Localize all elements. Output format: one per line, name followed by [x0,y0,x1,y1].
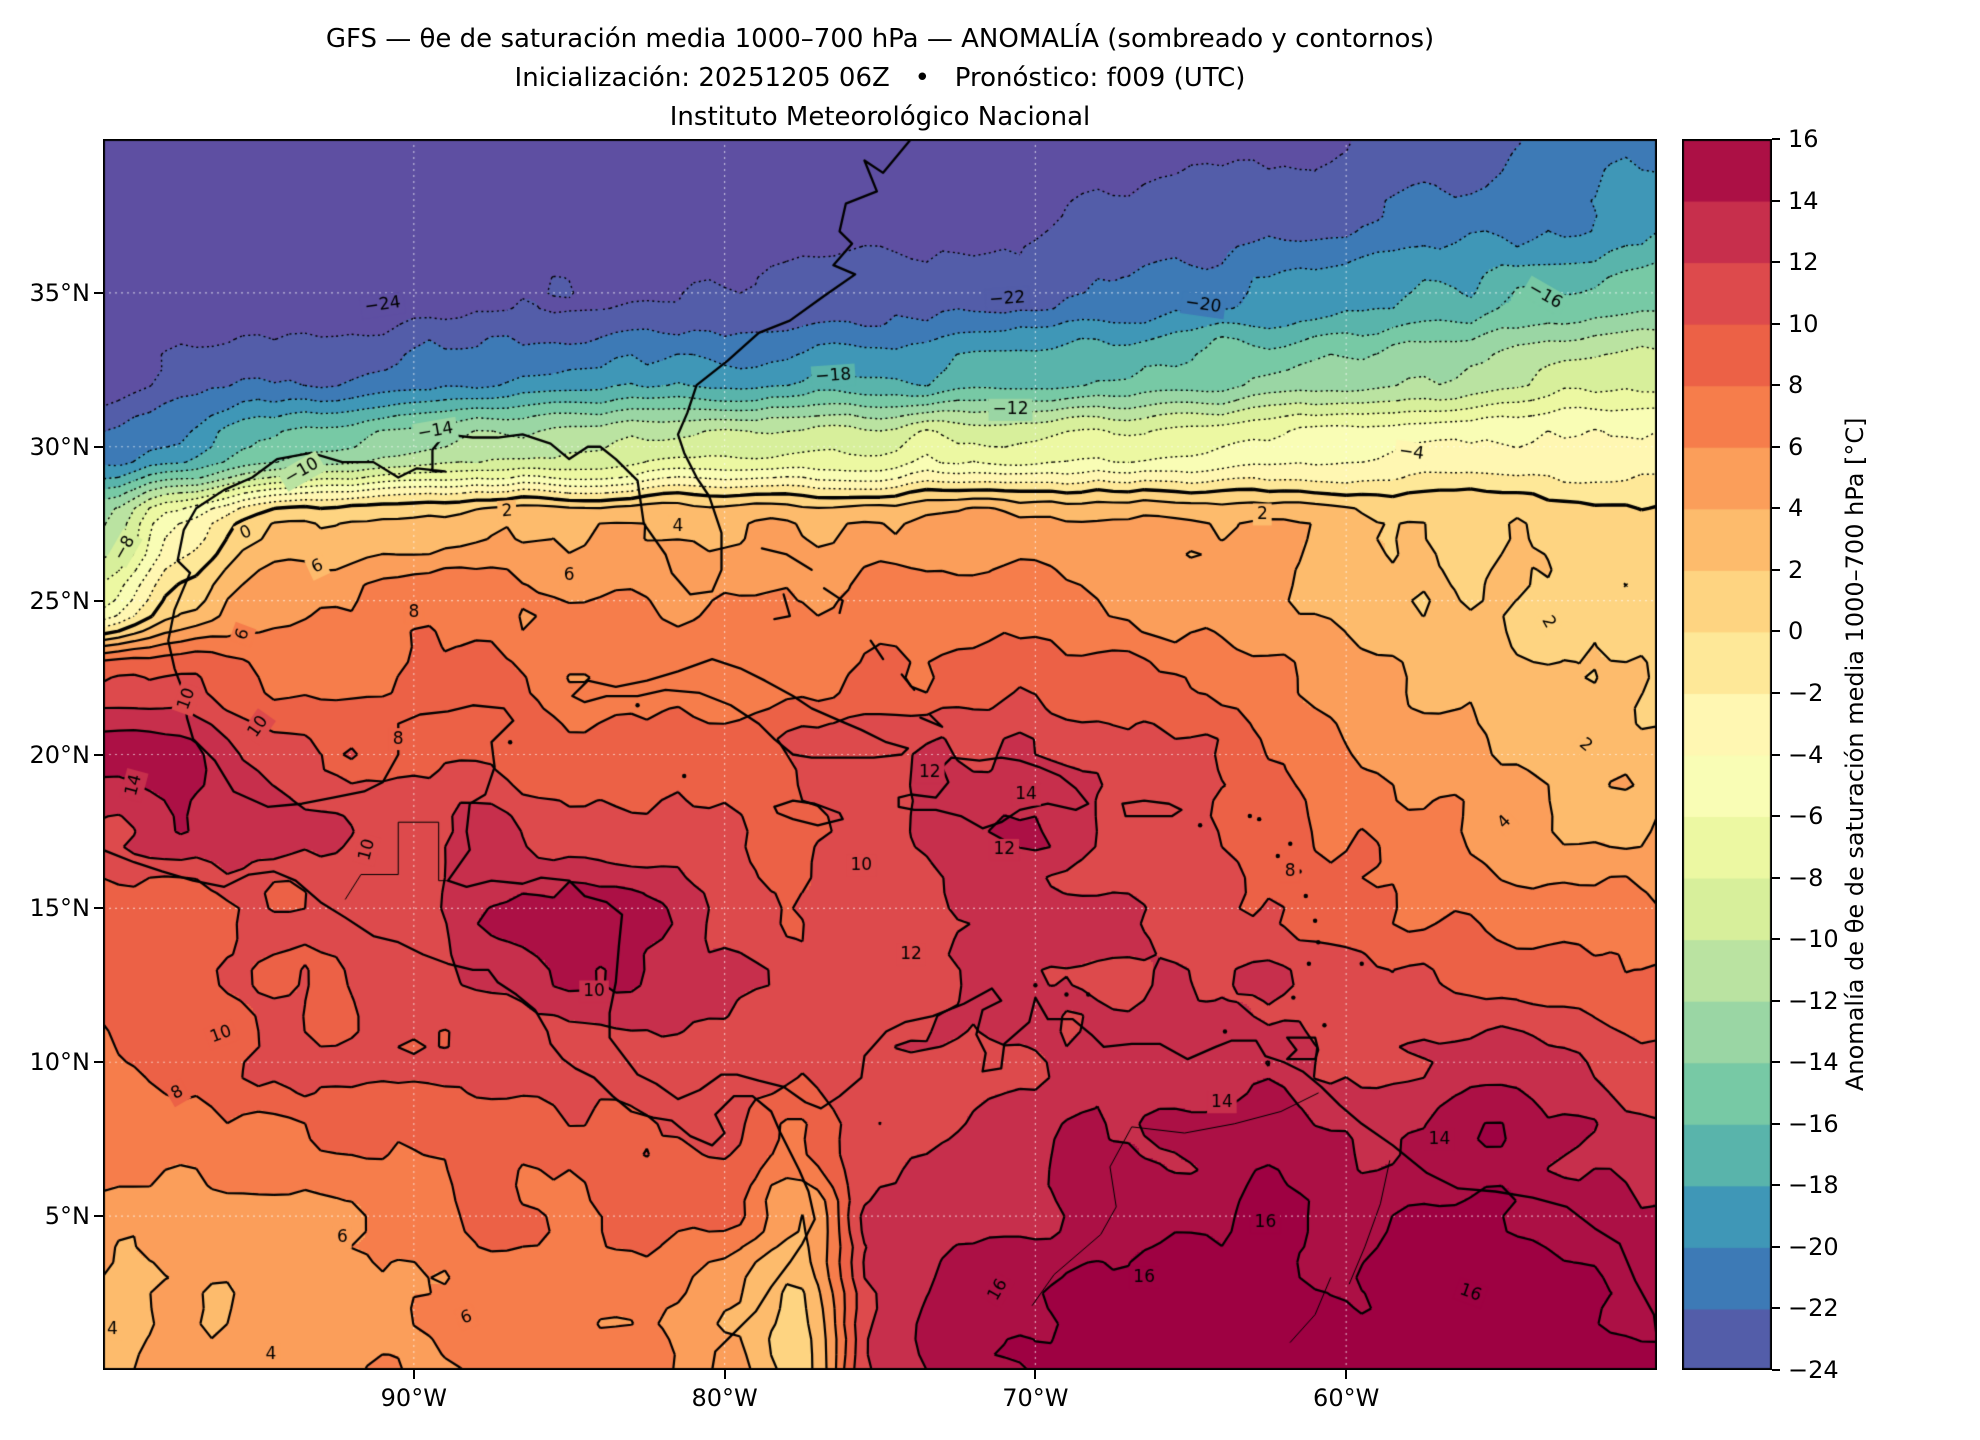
y-tick-label: 5°N [44,1202,90,1231]
colorbar-tick-mark [1772,876,1780,879]
colorbar-tick-label: 14 [1788,186,1819,215]
colorbar-tick-label: −6 [1788,802,1824,831]
colorbar-tick-mark [1772,1122,1780,1125]
y-tick-mark [94,291,103,294]
colorbar-tick-label: 2 [1788,555,1804,584]
colorbar-tick-label: −10 [1788,925,1839,954]
colorbar-tick-mark [1772,507,1780,510]
colorbar-tick-label: 4 [1788,494,1804,523]
colorbar-tick-label: −8 [1788,863,1824,892]
x-tick-label: 60°W [1313,1384,1380,1412]
colorbar-tick-mark [1772,199,1780,202]
x-tick-mark [723,1370,726,1379]
colorbar-tick-label: −14 [1788,1048,1839,1077]
y-tick-label: 30°N [29,432,91,461]
x-tick-mark [1345,1370,1348,1379]
chart-title: GFS — θe de saturación media 1000–700 hP… [325,24,1435,54]
y-tick-mark [94,599,103,602]
y-tick-label: 35°N [29,278,91,307]
colorbar-tick-label: 10 [1788,309,1819,338]
colorbar-tick-mark [1772,568,1780,571]
y-tick-mark [94,1215,103,1218]
colorbar-tick-label: −18 [1788,1171,1839,1200]
y-tick-mark [94,753,103,756]
colorbar-tick-mark [1772,261,1780,264]
colorbar-tick-mark [1772,445,1780,448]
colorbar-tick-mark [1772,1245,1780,1248]
colorbar-tick-mark [1772,753,1780,756]
y-tick-label: 20°N [29,740,91,769]
x-tick-label: 90°W [380,1384,447,1412]
y-tick-mark [94,907,103,910]
colorbar-tick-mark [1772,322,1780,325]
map-plot-canvas [103,139,1657,1370]
colorbar-tick-mark [1772,1307,1780,1310]
colorbar-tick-mark [1772,691,1780,694]
colorbar-tick-label: −4 [1788,740,1824,769]
colorbar-label: Anomalía de θe de saturación media 1000–… [1841,417,1869,1092]
x-tick-mark [412,1370,415,1379]
colorbar-tick-label: 12 [1788,248,1819,277]
colorbar-tick-mark [1772,815,1780,818]
colorbar-tick-label: 16 [1788,125,1819,153]
colorbar-tick-label: −22 [1788,1294,1839,1323]
colorbar-tick-mark [1772,999,1780,1002]
colorbar-tick-mark [1772,1369,1780,1371]
chart-institution: Instituto Meteorológico Nacional [669,102,1091,132]
x-tick-label: 80°W [691,1384,758,1412]
colorbar-tick-label: 8 [1788,371,1804,400]
colorbar-canvas [1682,139,1772,1370]
colorbar-tick-mark [1772,938,1780,941]
colorbar-tick-label: −20 [1788,1232,1839,1261]
y-tick-mark [94,445,103,448]
colorbar-tick-mark [1772,384,1780,387]
colorbar-tick-label: −24 [1788,1356,1839,1384]
colorbar-tick-mark [1772,138,1780,140]
y-tick-label: 25°N [29,586,91,615]
title-block: GFS — θe de saturación media 1000–700 hP… [103,20,1657,137]
colorbar-tick-mark [1772,630,1780,633]
x-tick-mark [1034,1370,1037,1379]
x-tick-label: 70°W [1002,1384,1069,1412]
colorbar-tick-label: −16 [1788,1109,1839,1138]
colorbar-tick-label: 0 [1788,617,1804,646]
y-tick-label: 15°N [29,894,91,923]
chart-subtitle: Inicialización: 20251205 06Z • Pronóstic… [514,63,1246,93]
colorbar-tick-label: 6 [1788,432,1804,461]
colorbar-tick-mark [1772,1061,1780,1064]
y-tick-mark [94,1061,103,1064]
y-tick-label: 10°N [29,1048,91,1077]
colorbar-tick-mark [1772,1184,1780,1187]
colorbar-tick-label: −2 [1788,678,1824,707]
colorbar-tick-label: −12 [1788,986,1839,1015]
